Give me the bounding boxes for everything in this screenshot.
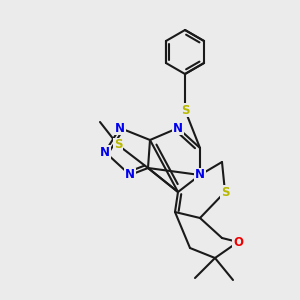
- Text: S: S: [181, 103, 189, 116]
- Text: S: S: [114, 139, 122, 152]
- Text: S: S: [221, 185, 229, 199]
- Text: O: O: [233, 236, 243, 248]
- Text: N: N: [173, 122, 183, 134]
- Text: N: N: [100, 146, 110, 158]
- Text: N: N: [195, 169, 205, 182]
- Text: N: N: [115, 122, 125, 134]
- Text: N: N: [125, 169, 135, 182]
